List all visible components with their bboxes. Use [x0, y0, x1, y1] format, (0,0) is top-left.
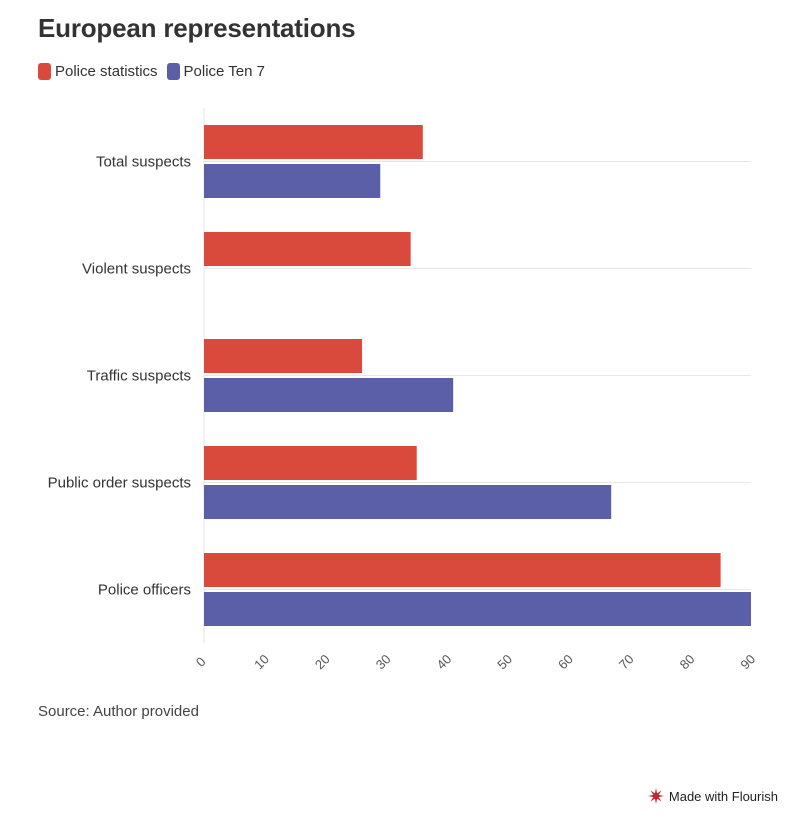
x-tick-label: 70: [616, 651, 637, 672]
bar-police-statistics: [204, 125, 423, 159]
made-with-flourish-link[interactable]: Made with Flourish: [647, 787, 778, 805]
x-tick-label: 0: [193, 654, 209, 670]
made-with-flourish-label: Made with Flourish: [668, 788, 778, 804]
category-label: Total suspects: [96, 154, 191, 171]
chart-title: European representations: [38, 13, 356, 43]
bar-police-ten-7: [204, 378, 454, 412]
x-tick-label: 60: [555, 651, 576, 672]
legend-swatch-police-statistics: [38, 63, 51, 80]
legend-swatch-police-ten-7: [166, 63, 180, 80]
legend-item-police-ten-7[interactable]: Police Ten 7: [166, 63, 265, 80]
category-label: Public order suspects: [48, 475, 191, 492]
category-label: Police officers: [98, 582, 191, 599]
bar-police-statistics: [204, 553, 721, 587]
source-note: Source: Author provided: [38, 703, 199, 720]
x-tick-label: 30: [373, 651, 394, 672]
legend: Police statistics Police Ten 7: [38, 63, 274, 80]
category-label: Violent suspects: [82, 261, 191, 278]
bar-police-statistics: [204, 339, 363, 373]
bar-police-ten-7: [204, 592, 751, 626]
x-tick-label: 90: [737, 651, 758, 672]
bar-chart: Total suspects Violent suspects Traffic su…: [48, 108, 758, 672]
x-tick-label: 10: [251, 651, 272, 672]
x-tick-label: 40: [434, 651, 455, 672]
x-tick-label: 20: [312, 651, 333, 672]
legend-item-police-statistics[interactable]: Police statistics: [38, 63, 158, 80]
x-tick-label: 80: [677, 651, 698, 672]
category-label: Traffic suspects: [87, 368, 191, 385]
bar-police-statistics: [204, 232, 411, 266]
bar-police-ten-7: [204, 164, 381, 198]
flourish-logo-icon: [647, 788, 664, 804]
legend-label-police-ten-7: Police Ten 7: [183, 63, 265, 80]
legend-label-police-statistics: Police statistics: [55, 63, 158, 80]
x-tick-label: 50: [494, 651, 515, 672]
bar-police-statistics: [204, 446, 417, 480]
bar-police-ten-7: [204, 485, 612, 519]
